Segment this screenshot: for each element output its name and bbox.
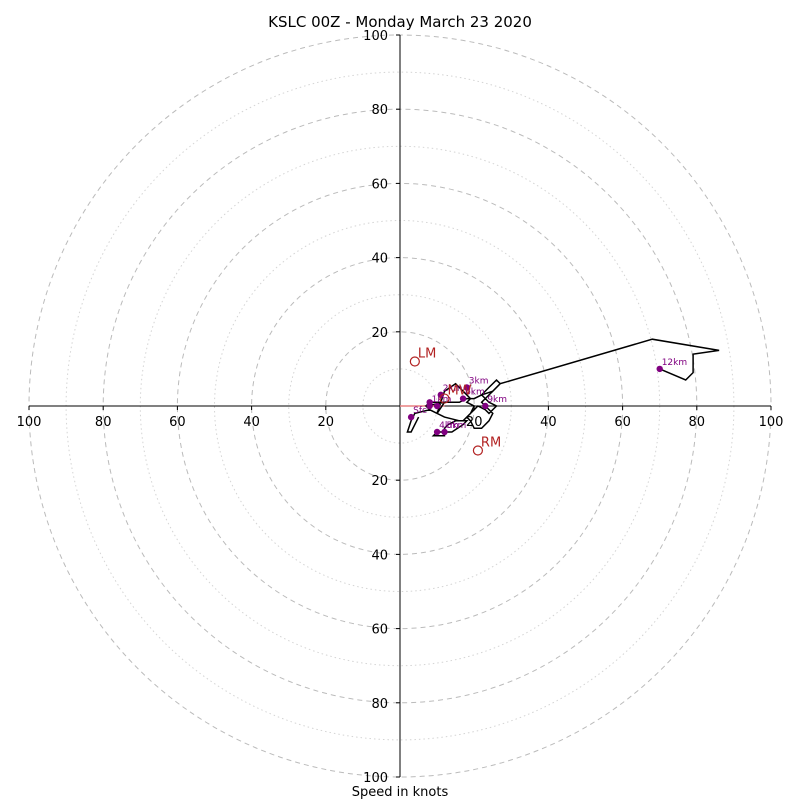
height-marker-label: 2km bbox=[443, 384, 463, 394]
height-marker: 6km bbox=[459, 388, 485, 402]
height-marker-label: 5km bbox=[447, 421, 467, 431]
storm-motion-lm: LM bbox=[409, 346, 436, 367]
height-marker-label: 3km bbox=[469, 376, 489, 386]
y-tick-label: 40 bbox=[371, 548, 388, 563]
height-marker: 4km bbox=[433, 421, 459, 436]
x-tick-label: 80 bbox=[689, 415, 706, 430]
x-axis-label: Speed in knots bbox=[352, 785, 449, 800]
height-marker bbox=[433, 402, 441, 410]
chart-title: KSLC 00Z - Monday March 23 2020 bbox=[268, 13, 532, 31]
height-marker-label: Sfc bbox=[413, 406, 427, 416]
storm-motion-circle bbox=[409, 356, 420, 367]
height-marker-label: 12km bbox=[662, 358, 687, 368]
storm-motion-circle bbox=[439, 393, 450, 404]
height-marker-label: 4km bbox=[439, 421, 459, 431]
height-marker-dot bbox=[426, 399, 433, 406]
y-tick-label: 80 bbox=[371, 697, 388, 712]
hodograph-line bbox=[406, 338, 720, 437]
y-tick-label: 100 bbox=[363, 771, 388, 786]
x-tick-label: 20 bbox=[318, 415, 335, 430]
storm-motion-label: MW bbox=[448, 384, 472, 399]
y-tick-label: 80 bbox=[371, 103, 388, 118]
height-marker: 2km bbox=[437, 384, 463, 399]
height-marker: 9km bbox=[482, 395, 507, 410]
storm-motion-label: LM bbox=[418, 346, 436, 361]
height-marker-label: 9km bbox=[487, 395, 507, 405]
x-tick-label: 80 bbox=[95, 415, 112, 430]
height-marker: Sfc bbox=[407, 406, 427, 421]
x-tick-label: 60 bbox=[614, 415, 631, 430]
y-tick-label: 60 bbox=[371, 177, 388, 192]
height-marker bbox=[426, 399, 433, 406]
y-tick-label: 40 bbox=[371, 252, 388, 267]
height-marker: 5km bbox=[441, 421, 467, 436]
x-tick-label: 20 bbox=[466, 415, 483, 430]
y-tick-label: 20 bbox=[371, 326, 388, 341]
height-marker-dot bbox=[433, 428, 441, 436]
storm-motion-label: RM bbox=[481, 436, 501, 451]
x-tick-label: 100 bbox=[759, 415, 784, 430]
y-tick-label: 60 bbox=[371, 623, 388, 638]
height-marker-dot bbox=[433, 402, 441, 410]
height-marker-dot bbox=[441, 428, 448, 436]
height-marker-label: 6km bbox=[465, 388, 485, 398]
storm-motion-circle bbox=[472, 445, 484, 456]
height-marker-dot bbox=[656, 365, 663, 373]
tick-labels: 100 80 60 40 20 20 40 60 80 100 100 80 60 40 20 20 40 60 8… bbox=[17, 29, 784, 786]
height-marker-dot bbox=[463, 384, 470, 391]
storm-motion-markers: LM RM MW bbox=[409, 346, 501, 456]
storm-motion-rm: RM bbox=[472, 436, 501, 456]
hodograph-trace bbox=[406, 338, 720, 437]
x-tick-label: 40 bbox=[243, 415, 260, 430]
y-tick-label: 20 bbox=[371, 474, 388, 489]
height-marker: 3km bbox=[463, 376, 489, 391]
x-tick-label: 100 bbox=[17, 415, 42, 430]
y-tick-label: 100 bbox=[363, 29, 388, 44]
height-marker-dot bbox=[407, 413, 415, 421]
height-marker: 12km bbox=[656, 358, 687, 373]
x-tick-label: 60 bbox=[169, 415, 186, 430]
height-marker-dot bbox=[459, 395, 467, 402]
x-tick-label: 40 bbox=[540, 415, 557, 430]
height-marker-label: 1km bbox=[432, 395, 452, 405]
storm-motion-mw: MW bbox=[439, 384, 472, 404]
height-marker-dot bbox=[437, 391, 445, 399]
height-marker-dot bbox=[482, 402, 489, 410]
